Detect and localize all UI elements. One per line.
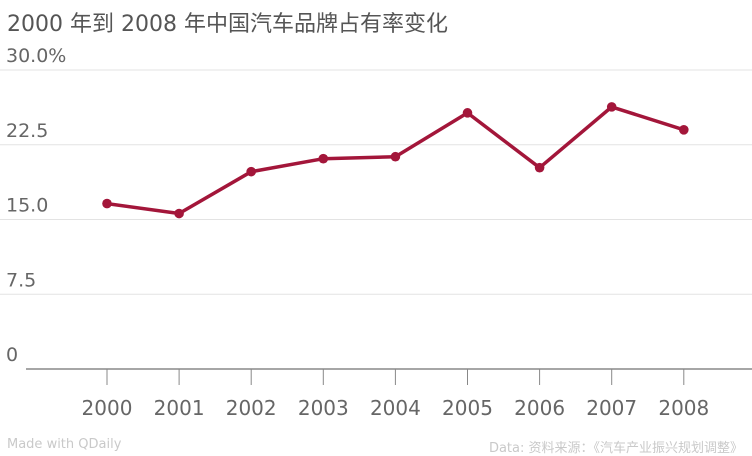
y-axis-ticks: 0 7.5 15.0 22.5 30.0% xyxy=(6,45,66,366)
x-tick-label: 2006 xyxy=(514,396,565,420)
y-tick-label: 15.0 xyxy=(6,195,48,217)
x-axis-ticks: 2000 2001 2002 2003 2004 2005 2006 2007 2008 xyxy=(82,369,709,420)
chart-title: 2000 年到 2008 年中国汽车品牌占有率变化 xyxy=(7,12,448,37)
y-tick-label: 22.5 xyxy=(6,120,48,142)
x-tick-label: 2008 xyxy=(658,396,709,420)
data-point xyxy=(174,208,184,219)
data-point xyxy=(679,125,689,135)
x-tick-label: 2000 xyxy=(82,396,133,420)
data-point xyxy=(102,198,112,209)
y-tick-label: 0 xyxy=(6,344,18,366)
y-tick-label: 30.0% xyxy=(6,45,66,67)
x-tick-label: 2005 xyxy=(442,396,493,420)
gridlines xyxy=(0,69,752,370)
footer-source: Data: 资料来源：《汽车产业振兴规划调整》 xyxy=(488,441,743,456)
data-point xyxy=(246,166,256,177)
x-tick-label: 2007 xyxy=(586,396,637,420)
data-point xyxy=(534,162,545,173)
footer-credit: Made with QDaily xyxy=(7,437,122,452)
y-tick-label: 7.5 xyxy=(6,269,36,291)
x-tick-label: 2001 xyxy=(154,396,205,420)
data-point xyxy=(606,102,617,112)
x-tick-label: 2003 xyxy=(298,396,349,420)
data-point xyxy=(462,108,473,118)
data-point xyxy=(390,151,401,162)
data-points xyxy=(102,102,689,219)
data-point xyxy=(318,153,329,164)
x-tick-label: 2002 xyxy=(226,396,277,420)
x-tick-label: 2004 xyxy=(370,396,421,420)
